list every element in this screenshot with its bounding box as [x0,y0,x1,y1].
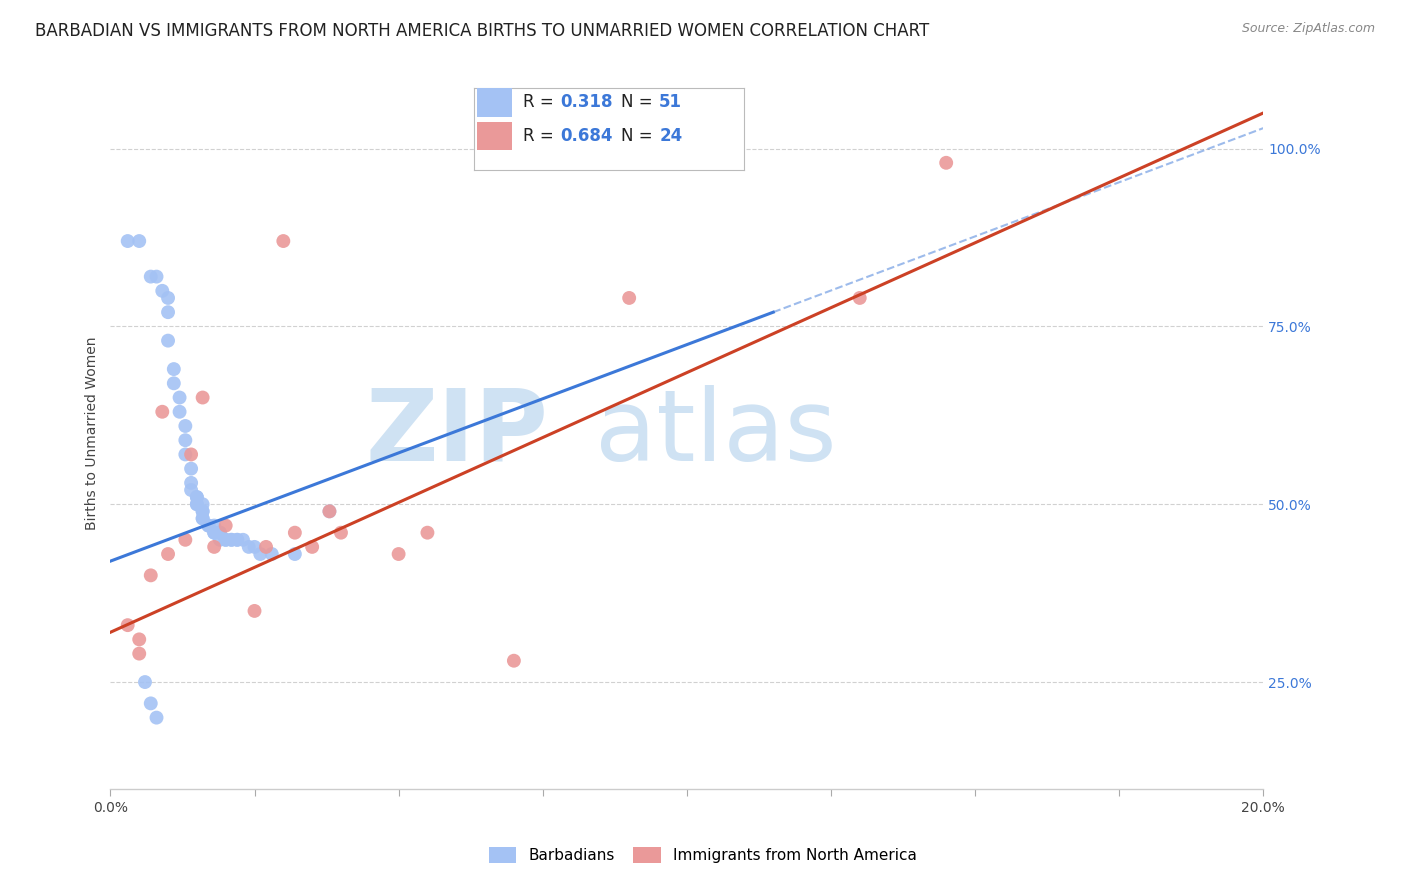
Point [174,447,197,461]
Point [208,525,231,540]
Point [180,447,202,461]
Point [388,547,411,561]
Point [226,533,249,547]
Point [202,525,225,540]
Point [249,547,271,561]
Point [157,547,180,561]
Point [238,540,260,554]
Bar [477,88,512,117]
Point [117,618,139,632]
Point [128,234,150,248]
Point [150,284,173,298]
Point [174,533,197,547]
Point [186,490,208,504]
Point [318,504,340,518]
Text: N =: N = [621,127,658,145]
Point [128,647,150,661]
Point [145,269,167,284]
Point [134,675,156,690]
Point [848,291,870,305]
Y-axis label: Births to Unmarried Women: Births to Unmarried Women [86,336,100,530]
Bar [477,121,512,150]
Point [215,518,238,533]
Point [163,362,186,376]
Point [935,156,957,170]
Point [617,291,640,305]
Point [139,568,162,582]
Point [208,525,231,540]
Point [191,504,214,518]
Point [502,654,524,668]
Point [157,291,180,305]
Text: 24: 24 [659,127,682,145]
Point [254,540,277,554]
Point [208,533,231,547]
Point [243,604,266,618]
Point [197,518,219,533]
Point [221,533,243,547]
Text: ZIP: ZIP [366,384,548,482]
Text: R =: R = [523,94,560,112]
Point [226,533,249,547]
Point [191,504,214,518]
Point [243,540,266,554]
Text: 0.318: 0.318 [560,94,613,112]
Point [260,547,283,561]
Point [180,461,202,475]
Point [318,504,340,518]
Point [150,405,173,419]
Point [139,269,162,284]
Text: atlas: atlas [595,384,837,482]
Point [215,533,238,547]
Point [202,518,225,533]
Point [273,234,295,248]
Point [186,497,208,511]
Point [301,540,323,554]
Point [232,533,254,547]
Text: 0.684: 0.684 [560,127,613,145]
Point [202,540,225,554]
Point [191,511,214,525]
Point [145,711,167,725]
Point [169,405,191,419]
Point [284,547,307,561]
Text: BARBADIAN VS IMMIGRANTS FROM NORTH AMERICA BIRTHS TO UNMARRIED WOMEN CORRELATION: BARBADIAN VS IMMIGRANTS FROM NORTH AMERI… [35,22,929,40]
Point [157,334,180,348]
Point [191,391,214,405]
Point [202,525,225,540]
Point [221,533,243,547]
Text: R =: R = [523,127,560,145]
Point [169,391,191,405]
Point [180,475,202,490]
Point [186,490,208,504]
Point [186,497,208,511]
Point [180,483,202,497]
Point [163,376,186,391]
Point [191,497,214,511]
Point [157,305,180,319]
Point [215,533,238,547]
Point [128,632,150,647]
Point [284,525,307,540]
Point [330,525,353,540]
Text: 51: 51 [659,94,682,112]
Legend: Barbadians, Immigrants from North America: Barbadians, Immigrants from North Americ… [481,839,925,871]
Point [174,434,197,448]
Point [117,234,139,248]
Point [174,419,197,434]
Point [191,511,214,525]
Text: N =: N = [621,94,658,112]
Point [139,697,162,711]
Point [197,518,219,533]
Point [416,525,439,540]
Text: Source: ZipAtlas.com: Source: ZipAtlas.com [1241,22,1375,36]
